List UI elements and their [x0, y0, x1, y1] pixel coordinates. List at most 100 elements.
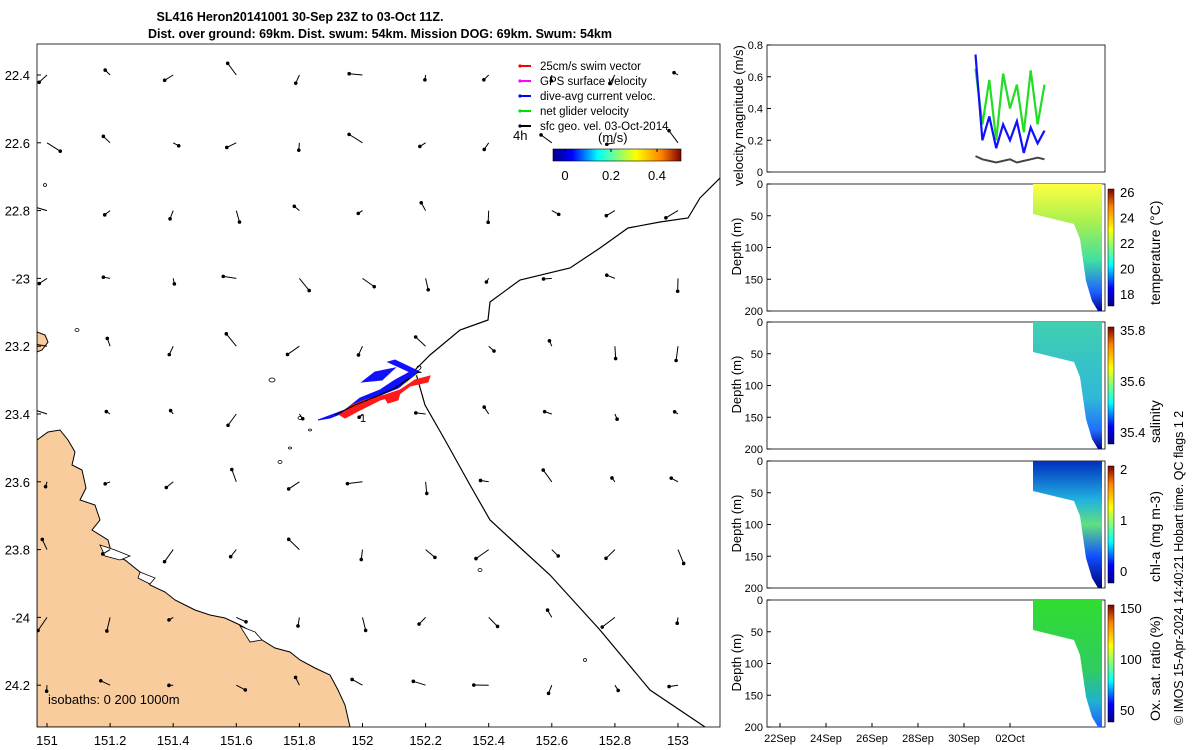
- colorbar-tick-label: 0.2: [602, 168, 620, 183]
- geo-velocity-arrow: [668, 130, 679, 144]
- geo-velocity-arrowhead: [600, 625, 605, 629]
- geo-velocity-arrowhead: [664, 215, 668, 220]
- geo-velocity-arrowhead: [675, 289, 680, 294]
- map-panel: 1 2 22.4 22.6 22.8 -23 23.2 23.4 23.6 23.8 -24 24…: [5, 43, 721, 748]
- geo-velocity-arrowhead: [667, 128, 671, 133]
- geo-velocity-arrowhead: [423, 78, 427, 82]
- colorbar-tick-label: 26: [1120, 185, 1134, 200]
- lon-tick-label: 152.6: [536, 733, 569, 748]
- geo-velocity-arrowhead: [244, 620, 248, 624]
- time-axis: 22Sep 24Sep 26Sep 28Sep 30Sep 02Oct: [764, 723, 1025, 745]
- velocity-y-tick-label: 0.8: [748, 40, 763, 52]
- colorbar-tick-label: 2: [1120, 462, 1127, 477]
- velocity-panel: 0 0.2 0.4 0.6 0.8 velocity magnitude (m/s): [731, 40, 1106, 186]
- geo-velocity-arrow: [164, 549, 174, 562]
- depth-tick-label: 0: [757, 456, 763, 468]
- geo-velocity-arrowhead: [556, 554, 560, 558]
- section-colorbar: [1107, 604, 1115, 723]
- geo-velocity-arrowhead: [604, 273, 609, 277]
- geo-velocity-arrowhead: [414, 411, 418, 415]
- geo-velocity-arrowhead: [167, 683, 171, 688]
- time-tick-label: 26Sep: [856, 733, 888, 745]
- depth-tick-label: 150: [745, 274, 763, 286]
- colorbar-tick-label: 50: [1120, 703, 1134, 718]
- depth-tick-label: 200: [745, 722, 763, 734]
- geo-velocity-arrowhead: [474, 556, 478, 561]
- geo-velocity-arrowhead: [357, 415, 361, 419]
- legend-label: net glider velocity: [540, 106, 629, 118]
- geo-velocity-arrow: [601, 617, 616, 628]
- geo-velocity-arrowhead: [101, 134, 106, 139]
- geo-velocity-arrowhead: [228, 554, 233, 559]
- geo-velocity-arrow: [415, 336, 426, 347]
- velocity-y-tick-label: 0: [757, 167, 763, 179]
- geo-velocity-arrowhead: [549, 79, 554, 83]
- geo-velocity-arrow: [351, 679, 363, 686]
- depth-tick-label: 100: [745, 520, 763, 532]
- geo-velocity-arrowhead: [472, 683, 476, 687]
- geo-velocity-arrowhead: [296, 624, 300, 628]
- geo-velocity-arrow: [487, 210, 490, 223]
- geo-velocity-arrowhead: [616, 688, 620, 693]
- depth-tick-label: 200: [745, 583, 763, 595]
- chart-title-line1: SL416 Heron20141001 30-Sep 23Z to 03-Oct…: [156, 10, 444, 24]
- geo-velocity-arrowhead: [610, 476, 614, 480]
- velocity-y-tick-label: 0.6: [748, 72, 763, 84]
- geo-velocity-arrowhead: [681, 561, 686, 566]
- section-colorbar: [1107, 465, 1115, 584]
- geo-velocity-arrowhead: [363, 628, 368, 633]
- colorbar-tick-label: 24: [1120, 211, 1134, 226]
- lon-tick-label: 153: [667, 733, 689, 748]
- lat-tick-label: -24: [11, 610, 30, 625]
- geo-velocity-arrowhead: [356, 353, 361, 357]
- geo-velocity-arrowhead: [237, 220, 242, 224]
- colorbar-tick-label: 1: [1120, 513, 1127, 528]
- lon-tick-label: 151.6: [220, 733, 253, 748]
- velocity-y-ticks: 0 0.2 0.4 0.6 0.8: [748, 40, 771, 179]
- geo-velocity-arrowhead: [226, 423, 230, 428]
- geo-velocity-arrow: [37, 207, 48, 212]
- lat-tick-label: 23.4: [5, 407, 30, 422]
- geo-velocity-arrowhead: [615, 417, 619, 421]
- geo-velocity-arrowhead: [224, 332, 229, 336]
- velocity-series: [974, 54, 1046, 164]
- geo-velocity-arrowhead: [608, 81, 612, 86]
- geo-velocity-arrowhead: [103, 482, 107, 486]
- section-data: [1033, 184, 1102, 311]
- chart-title-line2: Dist. over ground: 69km. Dist. swum: 54k…: [147, 27, 612, 41]
- track-label-1: 1: [360, 413, 366, 425]
- speed-colorbar: [552, 148, 682, 162]
- geo-velocity-arrowhead: [419, 200, 424, 205]
- colorbar-tick-label: 100: [1120, 652, 1142, 667]
- geo-velocity-arrowhead: [672, 70, 676, 75]
- geo-velocity-arrowhead: [58, 149, 63, 153]
- geo-velocity-arrow: [488, 617, 498, 627]
- geo-velocity-arrowhead: [37, 628, 40, 633]
- geo-velocity-arrowhead: [162, 559, 167, 564]
- geo-velocity-arrow: [475, 549, 489, 560]
- colorbar-tick-label: 35.8: [1120, 323, 1145, 338]
- lon-tick-label: 152: [352, 733, 374, 748]
- depth-tick-label: 100: [745, 381, 763, 393]
- geo-velocity-arrowhead: [546, 691, 551, 696]
- geo-velocity-arrow: [425, 549, 436, 558]
- geo-velocity-arrowhead: [105, 629, 109, 633]
- geo-velocity-arrowhead: [667, 684, 671, 689]
- time-tick-label: 22Sep: [764, 733, 796, 745]
- geo-velocity-arrowhead: [286, 537, 291, 542]
- depth-axis-label: Depth (m): [729, 218, 744, 276]
- colorbar-tick-label: 20: [1120, 262, 1134, 277]
- section-data: [1033, 600, 1102, 727]
- geo-velocity-arrowhead: [539, 133, 543, 137]
- lon-tick-label: 151.4: [157, 733, 190, 748]
- legend-swatch-head: [518, 94, 522, 98]
- geo-velocity-arrowhead: [103, 68, 107, 72]
- geo-velocity-arrowhead: [604, 556, 608, 561]
- section-panel: 0 50 100 150 200 Depth (m) 35.8 35.6 35.4 salinit…: [729, 317, 1163, 456]
- geo-velocity-arrowhead: [492, 349, 496, 353]
- geo-velocity-arrowhead: [350, 677, 354, 682]
- geo-velocity-arrowhead: [372, 284, 377, 289]
- section-data: [1033, 461, 1102, 588]
- depth-tick-label: 50: [751, 488, 763, 500]
